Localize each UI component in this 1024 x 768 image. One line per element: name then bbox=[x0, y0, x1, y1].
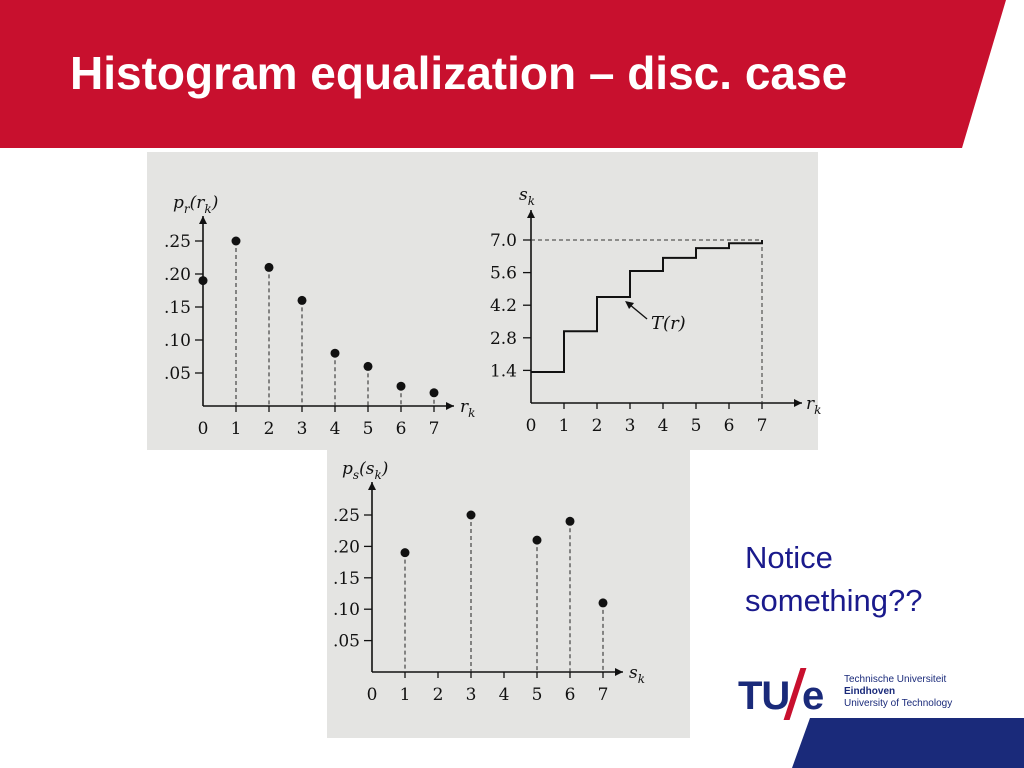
scanned-figure-top: pr(rk) rk .05 .10 .15 .20 .25 0 1 2 3 4 5 6 7 sk rk 1.4 2… bbox=[147, 152, 821, 450]
pr-y-axis-head bbox=[199, 216, 207, 224]
ps-x-tick-label: 2 bbox=[433, 685, 444, 705]
ps-x-tick-label: 6 bbox=[565, 685, 576, 705]
chart-transformation: sk rk 1.4 2.8 4.2 5.6 7.0 0 1 2 3 4 5 6 7 T(r) bbox=[490, 185, 821, 436]
ps-x-tick-label: 7 bbox=[598, 685, 609, 705]
t-step-line bbox=[531, 240, 763, 374]
t-x-tick-label: 6 bbox=[724, 416, 735, 436]
pr-point bbox=[198, 276, 208, 286]
ps-x-label: sk bbox=[629, 663, 645, 686]
ps-y-tick-label: .10 bbox=[333, 600, 360, 620]
ps-y-tick-label: .15 bbox=[333, 569, 360, 589]
logo-line-3: University of Technology bbox=[844, 698, 953, 709]
t-x-tick-label: 4 bbox=[658, 416, 669, 436]
ps-point bbox=[400, 548, 410, 558]
pr-point bbox=[330, 348, 340, 358]
pr-y-label: pr(rk) bbox=[173, 193, 218, 216]
pr-point bbox=[231, 236, 241, 246]
chart-ps-histogram: ps(sk) sk .05 .10 .15 .20 .25 0 1 2 3 4 5 6 7 bbox=[333, 459, 645, 705]
ps-point bbox=[466, 510, 476, 520]
t-y-label: sk bbox=[519, 185, 535, 208]
pr-point bbox=[297, 295, 307, 305]
t-annotation-label: T(r) bbox=[651, 313, 686, 334]
ps-x-tick-label: 5 bbox=[532, 685, 543, 705]
logo-wordmark: Technische Universiteit Eindhoven Univer… bbox=[844, 674, 952, 710]
t-y-tick-label: 2.8 bbox=[490, 329, 517, 349]
pr-y-tick-label: .05 bbox=[164, 364, 191, 384]
pr-x-tick-label: 2 bbox=[264, 419, 275, 439]
ps-x-tick-label: 1 bbox=[400, 685, 411, 705]
t-x-tick-label: 0 bbox=[526, 416, 537, 436]
pr-y-tick-label: .15 bbox=[164, 298, 191, 318]
t-y-tick-label: 5.6 bbox=[490, 264, 517, 284]
ps-point bbox=[532, 535, 542, 545]
logo-line-1: Technische Universiteit bbox=[844, 674, 947, 685]
ps-y-tick-label: .20 bbox=[333, 537, 360, 557]
t-x-tick-label: 3 bbox=[625, 416, 636, 436]
t-y-tick-label: 7.0 bbox=[490, 231, 517, 251]
pr-x-tick-label: 4 bbox=[330, 419, 341, 439]
pr-x-tick-label: 6 bbox=[396, 419, 407, 439]
tue-logo: TU e Technische Universiteit Eindhoven U… bbox=[738, 668, 988, 720]
pr-x-tick-label: 3 bbox=[297, 419, 308, 439]
pr-x-tick-label: 0 bbox=[198, 419, 209, 439]
header-banner bbox=[0, 0, 1006, 148]
pr-point bbox=[429, 388, 439, 398]
notice-text: Notice something?? bbox=[745, 536, 1005, 622]
t-x-label: rk bbox=[806, 394, 821, 417]
ps-x-axis-head bbox=[615, 668, 623, 676]
pr-y-tick-label: .25 bbox=[164, 232, 191, 252]
ps-x-tick-label: 3 bbox=[466, 685, 477, 705]
t-annotation-head bbox=[625, 301, 635, 310]
logo-mark: TU bbox=[738, 674, 790, 718]
chart-pr-histogram: pr(rk) rk .05 .10 .15 .20 .25 0 1 2 3 4 5 6 7 bbox=[164, 193, 475, 439]
pr-x-label: rk bbox=[460, 397, 475, 420]
pr-x-tick-label: 7 bbox=[429, 419, 440, 439]
logo-line-2: Eindhoven bbox=[844, 686, 896, 697]
ps-y-axis-head bbox=[368, 482, 376, 490]
t-y-tick-label: 4.2 bbox=[490, 296, 517, 316]
pr-point bbox=[363, 361, 373, 371]
notice-line-2: something?? bbox=[745, 583, 923, 618]
pr-y-tick-label: .20 bbox=[164, 265, 191, 285]
pr-x-axis-head bbox=[446, 402, 454, 410]
scanned-figure-bottom: ps(sk) sk .05 .10 .15 .20 .25 0 1 2 3 4 5 6 7 bbox=[327, 450, 690, 738]
pr-x-tick-label: 5 bbox=[363, 419, 374, 439]
ps-x-tick-label: 4 bbox=[499, 685, 510, 705]
pr-point bbox=[264, 262, 274, 272]
ps-point bbox=[598, 598, 608, 608]
ps-y-tick-label: .05 bbox=[333, 632, 360, 652]
ps-x-tick-label: 0 bbox=[367, 685, 378, 705]
ps-y-tick-label: .25 bbox=[333, 506, 360, 526]
t-x-tick-label: 2 bbox=[592, 416, 603, 436]
slide-title: Histogram equalization – disc. case bbox=[70, 47, 848, 99]
t-x-tick-label: 1 bbox=[559, 416, 570, 436]
t-y-axis-head bbox=[527, 210, 535, 218]
t-x-axis-head bbox=[794, 399, 802, 407]
logo-e: e bbox=[802, 674, 825, 718]
t-annotation-arrow bbox=[628, 303, 648, 320]
pr-x-tick-label: 1 bbox=[231, 419, 242, 439]
t-y-tick-label: 1.4 bbox=[490, 361, 517, 381]
notice-line-1: Notice bbox=[745, 540, 833, 575]
pr-point bbox=[396, 381, 406, 391]
pr-y-tick-label: .10 bbox=[164, 331, 191, 351]
ps-y-label: ps(sk) bbox=[342, 459, 388, 482]
ps-point bbox=[565, 516, 575, 526]
t-x-tick-label: 7 bbox=[757, 416, 768, 436]
t-x-tick-label: 5 bbox=[691, 416, 702, 436]
